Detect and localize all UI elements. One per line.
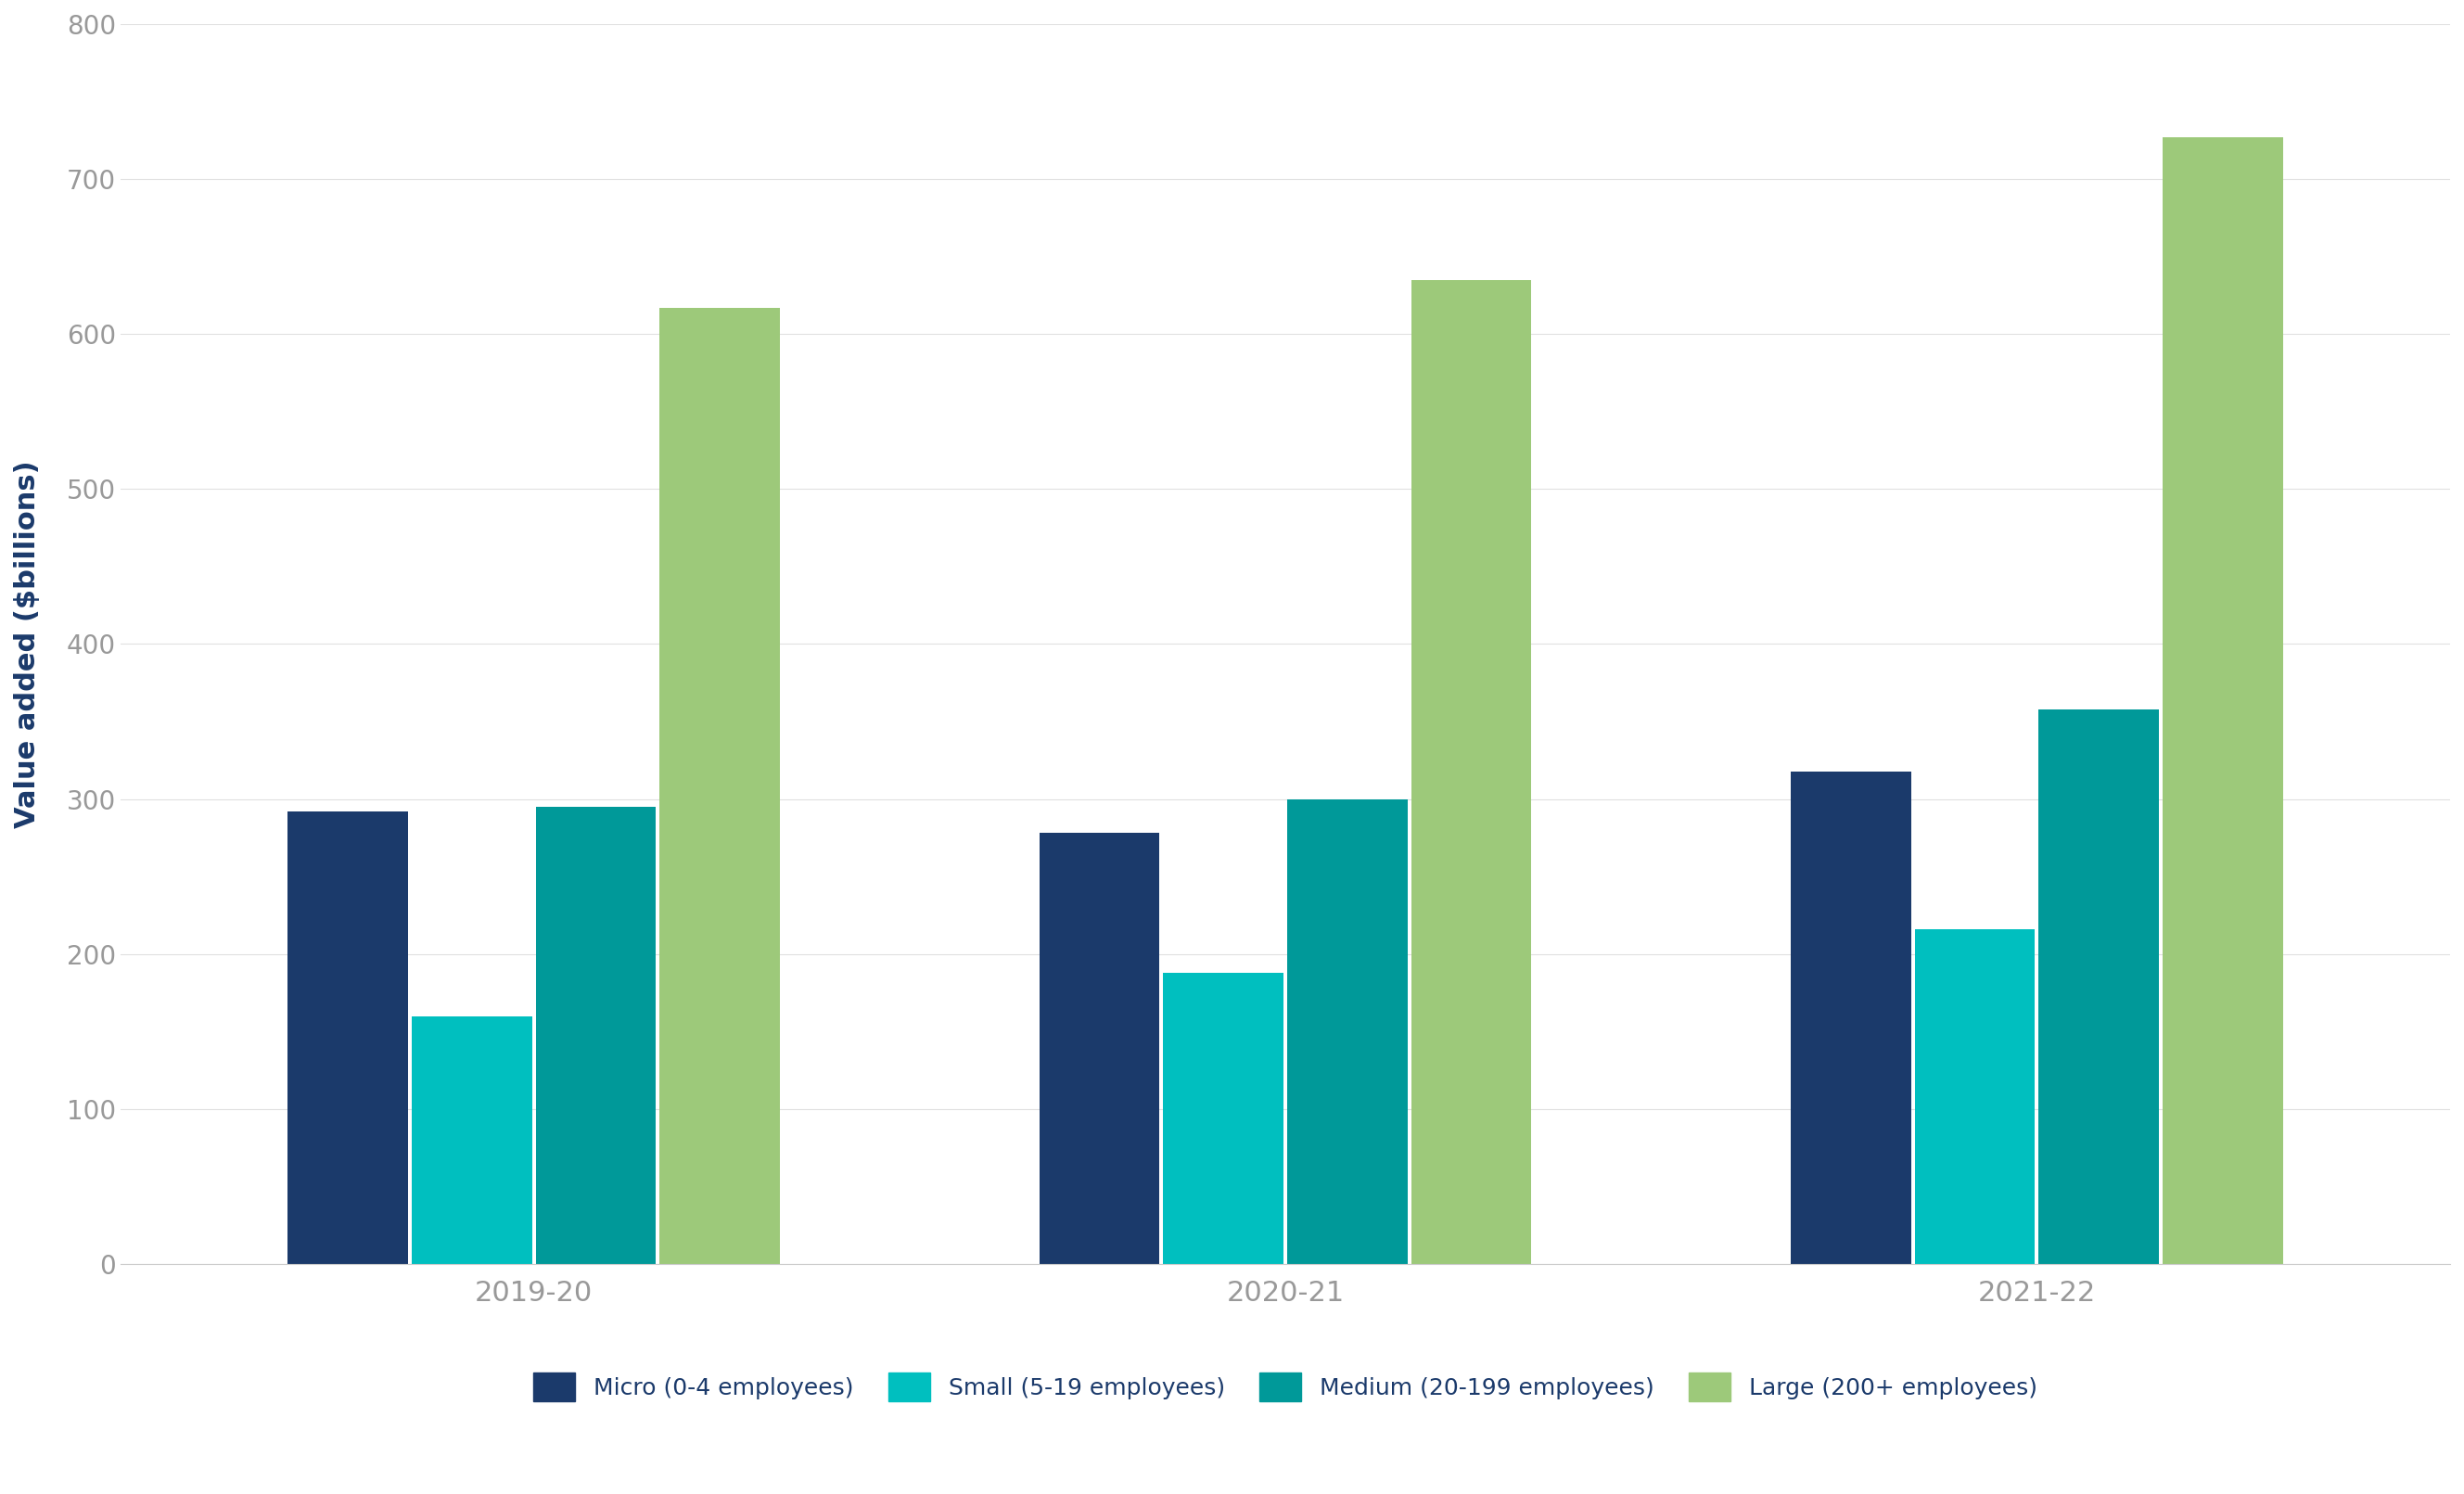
Bar (2038, 710, 2158, 1264)
Bar (660, 308, 781, 1264)
Bar (535, 807, 655, 1264)
Bar (1412, 279, 1533, 1264)
Bar (1163, 973, 1284, 1264)
Legend: Micro (0-4 employees), Small (5-19 employees), Medium (20-199 employees), Large : Micro (0-4 employees), Small (5-19 emplo… (532, 1373, 2038, 1401)
Bar (2163, 137, 2282, 1264)
Bar (1915, 929, 2035, 1264)
Bar (411, 1016, 532, 1264)
Y-axis label: Value added ($billions): Value added ($billions) (15, 460, 42, 828)
Bar (288, 811, 409, 1264)
Bar (1286, 799, 1407, 1264)
Bar (1791, 771, 1912, 1264)
Bar (1040, 834, 1161, 1264)
